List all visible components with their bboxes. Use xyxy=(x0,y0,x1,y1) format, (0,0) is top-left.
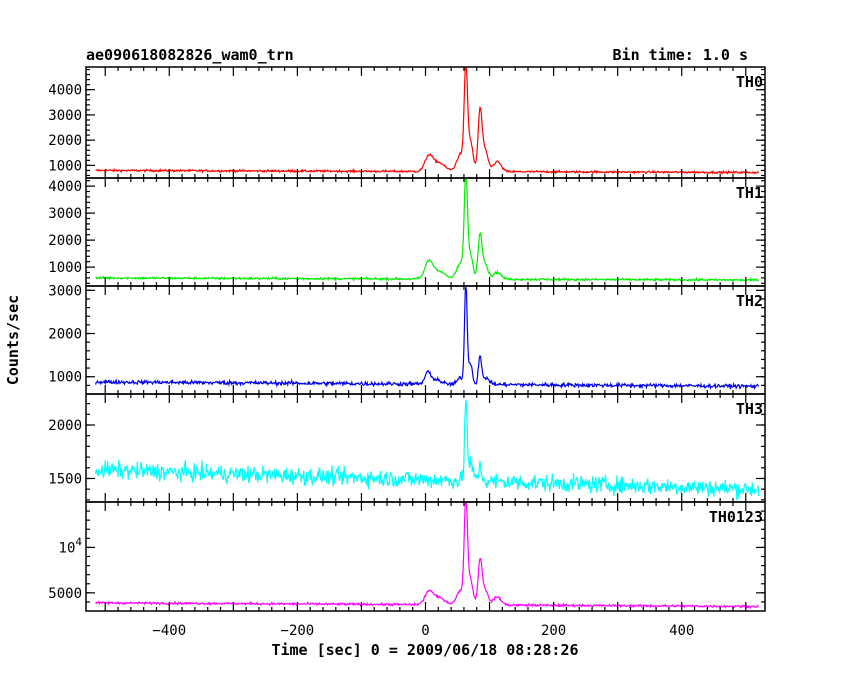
panel-th1: 1000 2000 3000 4000 TH1 xyxy=(48,177,766,287)
y-tick-label: 2000 xyxy=(48,133,82,149)
x-tick-label: 0 xyxy=(421,623,429,639)
y-axis-label: Counts/sec xyxy=(4,295,22,385)
y-tick-label: 2000 xyxy=(48,418,82,434)
x-tick-label: 200 xyxy=(541,623,566,639)
panel-frame xyxy=(85,177,766,287)
panel-frame xyxy=(85,285,766,395)
panel-frame xyxy=(85,66,766,179)
series-line-th1 xyxy=(95,178,759,283)
panel-th0123: 5000 104 TH0123 xyxy=(48,501,766,612)
series-line-th0123 xyxy=(95,502,759,610)
y-tick-label: 4000 xyxy=(48,83,82,99)
series-name-th1: TH1 xyxy=(736,184,763,202)
bin-time-label: Bin time: 1.0 s xyxy=(613,46,748,64)
series-line-th3 xyxy=(95,399,760,501)
y-tick-label: 1000 xyxy=(48,370,82,386)
y-tick-label: 1500 xyxy=(48,471,82,487)
series-name-th0123: TH0123 xyxy=(709,508,763,526)
panel-th0: 1000 2000 3000 4000 TH0 xyxy=(48,66,766,179)
series-name-th0: TH0 xyxy=(736,73,763,91)
y-tick-label: 5000 xyxy=(48,586,82,602)
y-tick-label: 2000 xyxy=(48,327,82,343)
y-tick-label: 1000 xyxy=(48,158,82,174)
chart-title: ae090618082826_wam0_trn xyxy=(86,46,294,64)
series-name-th3: TH3 xyxy=(736,400,763,418)
x-tick-label: 400 xyxy=(669,623,694,639)
panel-th2: 1000 2000 3000 TH2 xyxy=(48,283,766,395)
y-tick-label: 2000 xyxy=(48,233,82,249)
x-tick-label: −200 xyxy=(281,623,315,639)
y-tick-label: 1000 xyxy=(48,260,82,276)
series-line-th2 xyxy=(95,286,760,391)
y-tick-label: 4000 xyxy=(48,179,82,195)
y-tick-label: 3000 xyxy=(48,206,82,222)
series-line-th0 xyxy=(95,67,760,176)
panel-th3: 1500 2000 TH3 xyxy=(48,393,766,503)
x-axis-label: Time [sec] 0 = 2009/06/18 08:28:26 xyxy=(271,641,578,659)
series-name-th2: TH2 xyxy=(736,292,763,310)
y-tick-label: 3000 xyxy=(48,283,82,299)
y-tick-label: 3000 xyxy=(48,108,82,124)
y-tick-label: 104 xyxy=(59,535,83,556)
x-tick-label: −400 xyxy=(152,623,186,639)
